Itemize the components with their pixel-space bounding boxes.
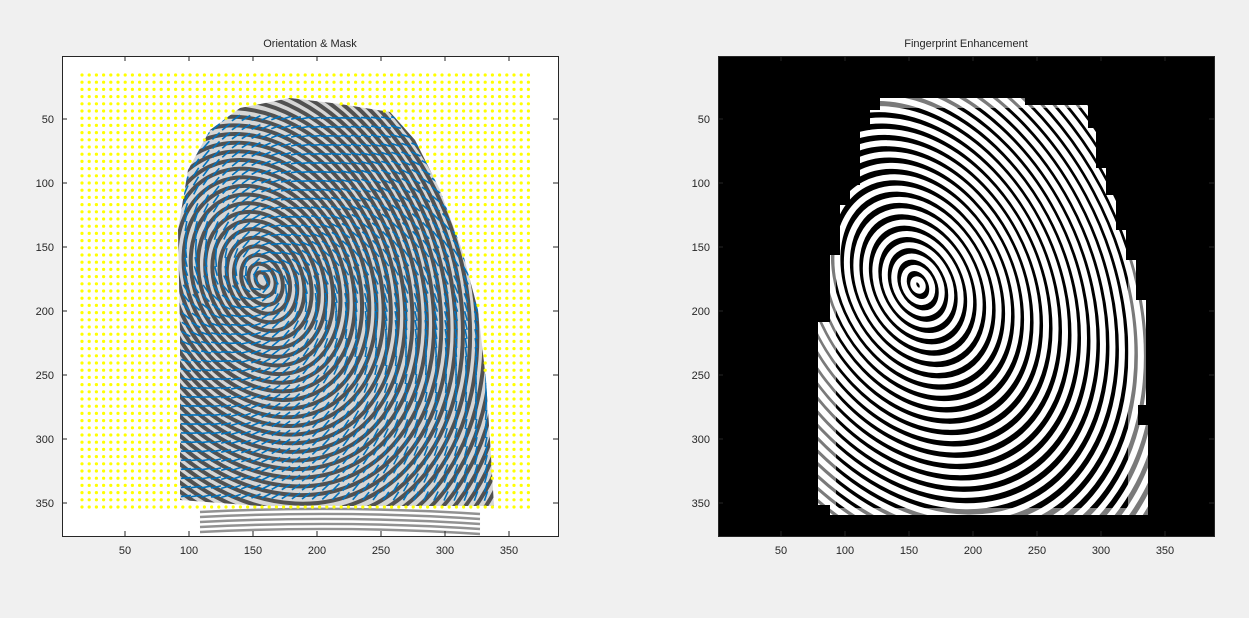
x-tick-label: 200	[308, 545, 326, 557]
y-tick-label: 200	[692, 306, 710, 318]
y-tick-label: 250	[692, 370, 710, 382]
x-tick-label: 50	[775, 545, 787, 557]
x-tick-label: 200	[964, 545, 982, 557]
left-axes-title: Orientation & Mask	[263, 38, 357, 50]
x-tick-label: 50	[119, 545, 131, 557]
y-tick-label: 350	[692, 498, 710, 510]
x-tick-label: 350	[500, 545, 518, 557]
x-tick-label: 150	[244, 545, 262, 557]
y-tick-label: 200	[36, 306, 54, 318]
y-tick-label: 300	[36, 434, 54, 446]
y-tick-label: 150	[692, 242, 710, 254]
y-tick-label: 50	[698, 114, 710, 126]
x-tick-label: 100	[180, 545, 198, 557]
axes-box	[62, 56, 559, 537]
x-tick-label: 350	[1156, 545, 1174, 557]
x-tick-label: 250	[372, 545, 390, 557]
x-tick-label: 300	[436, 545, 454, 557]
y-tick-label: 150	[36, 242, 54, 254]
y-tick-label: 50	[42, 114, 54, 126]
orientation-mask-axes: 50 100 150 200 250 300 350 50 100 150 200 250 300 350	[36, 56, 559, 557]
y-tick-label: 350	[36, 498, 54, 510]
axes-frame: 50 100 150 200 250 300 350 50 100 150 200 250 300 350	[692, 56, 1215, 557]
axes-box	[718, 56, 1215, 537]
x-tick-label: 100	[836, 545, 854, 557]
mask-dots	[80, 73, 531, 509]
y-tick-label: 100	[692, 178, 710, 190]
y-tick-label: 100	[36, 178, 54, 190]
x-tick-label: 250	[1028, 545, 1046, 557]
x-tick-label: 150	[900, 545, 918, 557]
axes-frame: 50 100 150 200 250 300 350 50 100 150 200 250 300 350	[36, 56, 559, 557]
right-axes-title: Fingerprint Enhancement	[904, 38, 1028, 50]
y-tick-label: 300	[692, 434, 710, 446]
y-tick-label: 250	[36, 370, 54, 382]
fingerprint-bottom-smudge	[199, 507, 481, 536]
x-tick-label: 300	[1092, 545, 1110, 557]
